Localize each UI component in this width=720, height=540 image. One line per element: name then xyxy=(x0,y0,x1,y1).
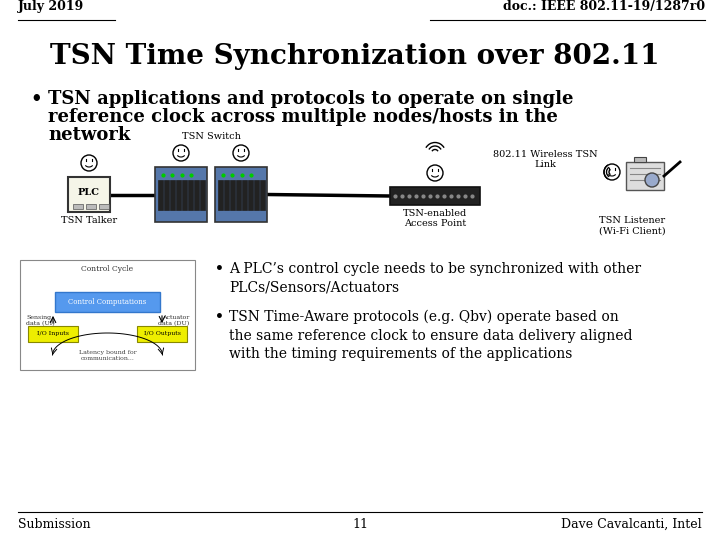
Text: TSN Time Synchronization over 802.11: TSN Time Synchronization over 802.11 xyxy=(50,43,660,70)
Text: 802.11 Wireless TSN
Link: 802.11 Wireless TSN Link xyxy=(492,150,598,170)
Text: TSN Switch: TSN Switch xyxy=(181,132,240,141)
Text: Latency bound for
communication...: Latency bound for communication... xyxy=(78,350,136,361)
Bar xyxy=(187,180,192,210)
Bar xyxy=(163,180,168,210)
Text: TSN Talker: TSN Talker xyxy=(61,216,117,225)
Bar xyxy=(169,180,174,210)
FancyBboxPatch shape xyxy=(55,292,160,312)
Text: Control Computations: Control Computations xyxy=(68,298,147,306)
Text: •: • xyxy=(30,90,42,108)
Text: PLC: PLC xyxy=(78,188,100,197)
Text: •: • xyxy=(215,262,224,276)
Bar xyxy=(217,180,222,210)
Bar xyxy=(181,180,186,210)
Text: reference clock across multiple nodes/hosts in the: reference clock across multiple nodes/ho… xyxy=(48,108,558,126)
Text: Actuator
data (DU): Actuator data (DU) xyxy=(158,315,189,326)
Bar xyxy=(253,180,258,210)
Text: Submission: Submission xyxy=(18,518,91,531)
FancyBboxPatch shape xyxy=(626,162,664,190)
Text: A PLC’s control cycle needs to be synchronized with other
PLCs/Sensors/Actuators: A PLC’s control cycle needs to be synchr… xyxy=(229,262,641,294)
Text: I/O Outputs: I/O Outputs xyxy=(143,332,181,336)
Bar xyxy=(390,187,480,205)
Bar xyxy=(230,180,235,210)
Bar xyxy=(259,180,264,210)
FancyBboxPatch shape xyxy=(137,326,187,342)
Text: TSN-enabled
Access Point: TSN-enabled Access Point xyxy=(403,209,467,228)
FancyBboxPatch shape xyxy=(215,167,267,222)
Text: •: • xyxy=(215,310,224,324)
Bar xyxy=(241,180,246,210)
Text: doc.: IEEE 802.11-19/1287r0: doc.: IEEE 802.11-19/1287r0 xyxy=(503,0,705,13)
Text: Dave Cavalcanti, Intel: Dave Cavalcanti, Intel xyxy=(562,518,702,531)
Bar xyxy=(86,204,96,209)
Text: TSN Listener
(Wi-Fi Client): TSN Listener (Wi-Fi Client) xyxy=(599,216,665,235)
Text: TSN Time-Aware protocols (e.g. Qbv) operate based on
the same reference clock to: TSN Time-Aware protocols (e.g. Qbv) oper… xyxy=(229,310,632,361)
FancyBboxPatch shape xyxy=(20,260,195,370)
FancyBboxPatch shape xyxy=(28,326,78,342)
Circle shape xyxy=(645,173,659,187)
Text: July 2019: July 2019 xyxy=(18,0,84,13)
FancyBboxPatch shape xyxy=(155,167,207,222)
Text: Control Cycle: Control Cycle xyxy=(81,265,134,273)
Bar xyxy=(223,180,228,210)
Text: network: network xyxy=(48,126,130,144)
Bar xyxy=(248,180,253,210)
Bar xyxy=(176,180,181,210)
Bar xyxy=(194,180,199,210)
Bar xyxy=(199,180,204,210)
Text: Sensing
data (UI): Sensing data (UI) xyxy=(26,315,55,326)
FancyBboxPatch shape xyxy=(68,177,110,212)
Bar xyxy=(73,204,83,209)
Bar xyxy=(235,180,240,210)
Bar xyxy=(99,204,109,209)
Text: 11: 11 xyxy=(352,518,368,531)
Text: I/O Inputs: I/O Inputs xyxy=(37,332,69,336)
Bar xyxy=(158,180,163,210)
Bar xyxy=(634,157,646,162)
Text: TSN applications and protocols to operate on single: TSN applications and protocols to operat… xyxy=(48,90,574,108)
